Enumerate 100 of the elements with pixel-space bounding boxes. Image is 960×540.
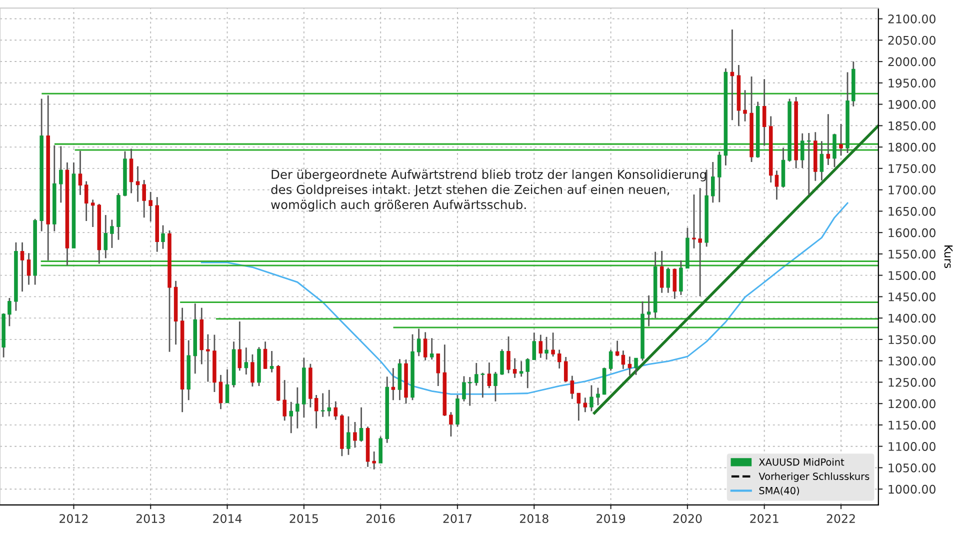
candlestick (621, 350, 626, 370)
candlestick (774, 170, 779, 200)
candlestick (538, 334, 543, 359)
y-tick-label: 1700.00 (888, 186, 936, 194)
candlestick (84, 180, 88, 222)
candlestick (26, 252, 31, 286)
candlestick (634, 358, 638, 376)
y-tick-label: 1050.00 (888, 463, 936, 472)
candlestick (263, 340, 268, 370)
candlestick (806, 132, 811, 196)
candlestick (672, 268, 677, 300)
candlestick (519, 360, 524, 378)
candlestick (692, 194, 696, 250)
candlestick (679, 260, 683, 296)
candlestick (730, 28, 734, 121)
candlestick (698, 187, 702, 297)
candlestick (346, 416, 350, 456)
y-tick-label: 1550.00 (888, 250, 936, 259)
y-tick-label: 1400.00 (888, 314, 936, 323)
legend-label: SMA(40) (759, 486, 800, 496)
candlestick (710, 161, 715, 204)
candlestick (576, 392, 581, 422)
candlestick (296, 386, 300, 430)
candlestick (314, 394, 318, 430)
candlestick (590, 384, 594, 412)
candlestick (494, 371, 498, 402)
y-tick-label: 1000.00 (888, 484, 936, 494)
candlestick (218, 374, 223, 410)
x-tick-label: 2017 (443, 514, 472, 524)
x-tick-label: 2018 (520, 514, 548, 524)
candlestick (270, 350, 274, 374)
candlestick (512, 358, 517, 379)
candlestick (142, 179, 146, 218)
candlestick (660, 250, 664, 294)
candlestick (59, 146, 63, 204)
candlestick (666, 266, 670, 294)
y-tick-label: 1500.00 (888, 271, 936, 280)
x-tick-label: 2016 (366, 514, 395, 524)
candlestick (244, 346, 248, 376)
candlestick (820, 140, 824, 182)
x-tick-label: 2020 (673, 514, 702, 524)
candlestick (474, 362, 478, 386)
candlestick (480, 372, 485, 398)
legend-label: Vorheriger Schlusskurs (758, 472, 870, 482)
candlestick (532, 332, 536, 360)
candlestick (430, 337, 434, 360)
candlestick (832, 133, 836, 168)
candlestick (148, 191, 152, 222)
candlestick (596, 387, 600, 406)
candlestick (583, 396, 588, 413)
y-tick-label: 1250.00 (888, 378, 936, 387)
candlestick (206, 334, 210, 382)
y-tick-label: 1750.00 (888, 164, 936, 174)
candlestick (289, 401, 294, 434)
candlestick (436, 352, 440, 387)
candlestick (826, 113, 830, 166)
candlestick (839, 123, 843, 156)
candlestick (225, 368, 230, 404)
candlestick (557, 349, 562, 370)
y-tick-label: 1350.00 (888, 335, 936, 344)
candlestick (391, 367, 396, 401)
candlestick (551, 332, 555, 358)
y-tick-label: 2050.00 (888, 36, 936, 45)
candlestick (718, 151, 722, 203)
annotation: Der übergeordnete Aufwärtstrend blieb trotz der langen Konsolidierung des Goldpreises intakt. Jetzt stehen die Zeichen auf einen neuen, womöglich auch größeren Aufwärtsschub. (271, 170, 706, 212)
candlestick (462, 376, 466, 402)
x-tick-label: 2014 (213, 514, 242, 524)
x-tick-label: 2015 (290, 514, 318, 524)
candlestick (743, 89, 747, 122)
candlestick (110, 219, 114, 249)
candlestick (129, 148, 134, 194)
y-tick-label: 1950.00 (888, 78, 936, 88)
candlestick (564, 356, 568, 383)
y-tick-label: 1300.00 (888, 356, 936, 366)
candlestick (570, 375, 574, 400)
y-tick-label: 1150.00 (888, 420, 936, 430)
candlestick (449, 411, 453, 438)
candlestick (327, 389, 332, 418)
candlestick (8, 297, 12, 327)
x-tick-label: 2022 (826, 514, 855, 524)
candlestick (238, 320, 242, 372)
candlestick (250, 354, 254, 388)
y-tick-label: 1600.00 (888, 228, 936, 238)
y-tick-label: 1100.00 (888, 442, 936, 451)
candlestick (320, 392, 325, 418)
legend-label: XAUUSD MidPoint (758, 458, 844, 466)
candlestick (90, 198, 95, 228)
x-tick-label: 2021 (750, 514, 778, 524)
candlestick (416, 328, 421, 357)
candlestick (161, 224, 165, 250)
candlestick (353, 421, 357, 448)
candlestick (282, 379, 286, 422)
candlestick (372, 450, 376, 470)
y-tick-label: 1900.00 (888, 100, 936, 109)
candlestick (526, 358, 530, 389)
candlestick (359, 406, 364, 442)
candlestick (20, 242, 24, 292)
candlestick (762, 78, 766, 146)
candlestick (628, 356, 632, 376)
y-tick-label: 2000.00 (888, 57, 936, 66)
